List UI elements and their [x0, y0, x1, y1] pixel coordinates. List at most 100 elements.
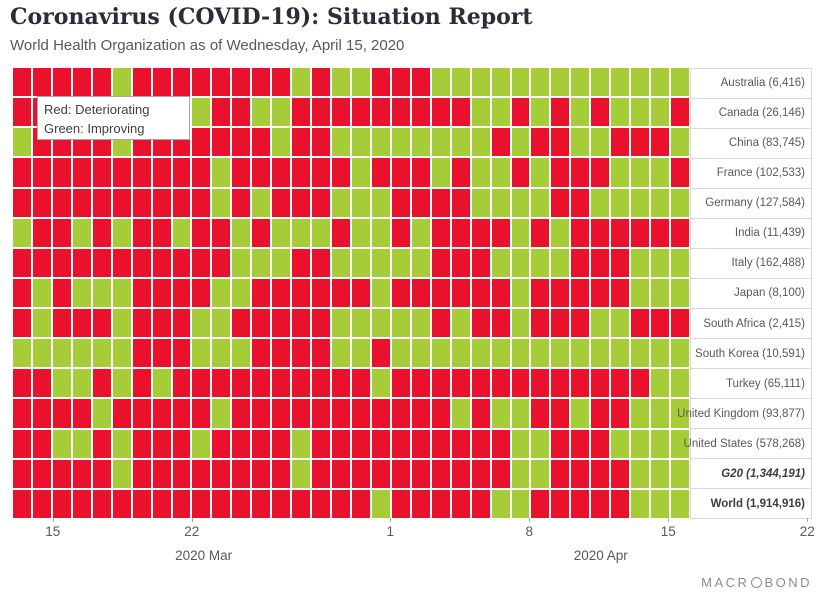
- heatmap-cell: [511, 309, 530, 338]
- logo-text-prefix: MACR: [701, 575, 750, 590]
- x-axis-tick-label: 1: [386, 524, 395, 539]
- heatmap-cell: [52, 218, 71, 247]
- heatmap-cell: [152, 399, 171, 428]
- heatmap-cell: [371, 188, 390, 217]
- heatmap-cell: [431, 489, 450, 518]
- heatmap-cell: [491, 98, 510, 127]
- heatmap-cell: [192, 459, 211, 488]
- heatmap-cell: [13, 68, 31, 97]
- row-label: South Korea (10,591): [690, 338, 812, 370]
- heatmap-cell: [332, 218, 350, 247]
- heatmap-cell: [272, 339, 291, 368]
- heatmap-cell: [32, 489, 51, 518]
- heatmap-cell: [651, 278, 670, 308]
- heatmap-cell: [391, 339, 410, 368]
- heatmap-cell: [371, 399, 390, 428]
- heatmap-cell: [611, 489, 630, 518]
- heatmap-cell: [212, 98, 231, 127]
- heatmap-cell: [551, 98, 570, 127]
- x-axis-tick-label: 22: [184, 524, 200, 539]
- heatmap-cell: [72, 218, 91, 247]
- heatmap-cell: [192, 429, 211, 458]
- heatmap-cell: [72, 339, 91, 368]
- heatmap-cell: [32, 248, 51, 277]
- heatmap-cell: [591, 68, 610, 97]
- heatmap-cell: [651, 98, 670, 127]
- heatmap-cell: [332, 128, 350, 157]
- heatmap-cell: [591, 98, 610, 127]
- heatmap-cell: [112, 459, 131, 488]
- heatmap-cell: [631, 489, 650, 518]
- heatmap-cell: [611, 218, 630, 247]
- row-label: Japan (8,100): [690, 277, 812, 309]
- heatmap-cell: [72, 369, 91, 398]
- heatmap-cell: [172, 459, 191, 488]
- heatmap-cell: [391, 218, 410, 247]
- heatmap-cell: [571, 188, 590, 217]
- heatmap-cell: [332, 489, 350, 518]
- heatmap-cell: [431, 68, 450, 97]
- heatmap-cell: [451, 369, 470, 398]
- heatmap-cell: [52, 459, 71, 488]
- heatmap-cell: [72, 309, 91, 338]
- heatmap-cell: [651, 339, 670, 368]
- heatmap-cell: [352, 459, 370, 488]
- heatmap-cell: [371, 68, 390, 97]
- row-label: World (1,914,916): [690, 488, 812, 520]
- heatmap-cell: [132, 309, 151, 338]
- heatmap-cell: [451, 309, 470, 338]
- heatmap-cell: [451, 248, 470, 277]
- heatmap-cell: [431, 218, 450, 247]
- heatmap-cell: [451, 459, 470, 488]
- heatmap-cell: [32, 369, 51, 398]
- heatmap-cell: [571, 459, 590, 488]
- heatmap-cell: [212, 248, 231, 277]
- heatmap-cell: [471, 218, 490, 247]
- heatmap-cell: [13, 429, 31, 458]
- heatmap-cell: [172, 339, 191, 368]
- heatmap-cell: [491, 339, 510, 368]
- heatmap-cell: [611, 98, 630, 127]
- heatmap-cell: [172, 369, 191, 398]
- heatmap-cell: [631, 369, 650, 398]
- heatmap-cell: [611, 128, 630, 157]
- heatmap-cell: [132, 188, 151, 217]
- heatmap-cell: [551, 399, 570, 428]
- row-label: Australia (6,416): [690, 67, 812, 99]
- heatmap-cell: [52, 369, 71, 398]
- heatmap-cell: [391, 248, 410, 277]
- heatmap-cell: [551, 309, 570, 338]
- heatmap-cell: [491, 218, 510, 247]
- page-subtitle: World Health Organization as of Wednesda…: [10, 37, 405, 54]
- heatmap-cell: [92, 489, 111, 518]
- heatmap-cell: [192, 489, 211, 518]
- heatmap-cell: [132, 218, 151, 247]
- heatmap-cell: [252, 429, 271, 458]
- heatmap-cell: [511, 188, 530, 217]
- heatmap-cell: [391, 68, 410, 97]
- heatmap-cell: [631, 98, 650, 127]
- heatmap-cell: [371, 98, 390, 127]
- heatmap-cell: [651, 429, 670, 458]
- heatmap-cell: [72, 188, 91, 217]
- row-label: Italy (162,488): [690, 247, 812, 279]
- heatmap-cell: [172, 429, 191, 458]
- x-axis-tick-label: 8: [525, 524, 534, 539]
- heatmap-cell: [212, 459, 231, 488]
- heatmap-cell: [531, 278, 550, 308]
- heatmap-cell: [431, 399, 450, 428]
- heatmap-cell: [13, 158, 31, 187]
- heatmap-cell: [272, 158, 291, 187]
- heatmap-cell: [471, 459, 490, 488]
- heatmap-cell: [531, 158, 550, 187]
- heatmap-cell: [32, 459, 51, 488]
- heatmap-cell: [13, 459, 31, 488]
- heatmap-cell: [252, 459, 271, 488]
- heatmap-cell: [72, 278, 91, 308]
- heatmap-cell: [411, 339, 430, 368]
- heatmap-cell: [371, 369, 390, 398]
- heatmap-cell: [172, 68, 191, 97]
- heatmap-cell: [172, 278, 191, 308]
- heatmap-cell: [631, 218, 650, 247]
- heatmap-cell: [352, 158, 370, 187]
